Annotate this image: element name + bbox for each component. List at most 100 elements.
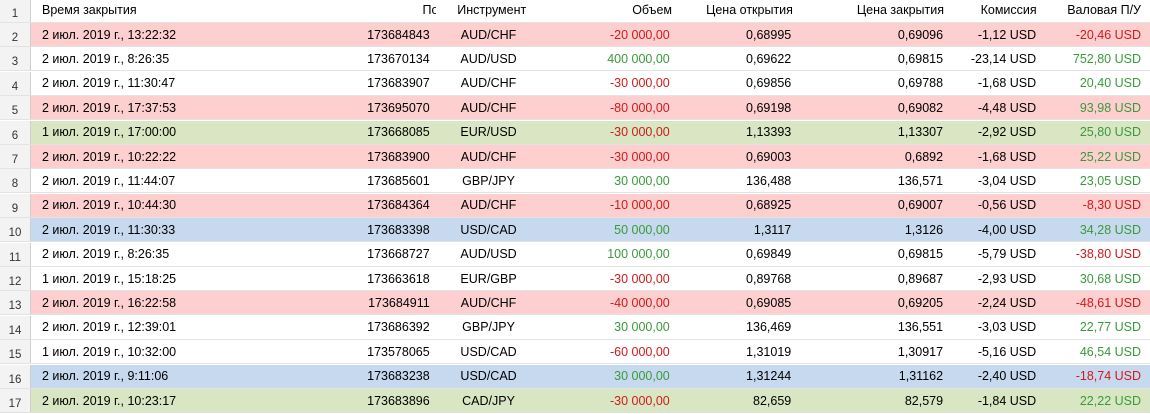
cell-commission[interactable]: -2,40 USD — [977, 369, 1037, 384]
cell-volume[interactable]: 30 000,00 — [614, 320, 670, 335]
row-number[interactable]: 8 — [0, 169, 31, 193]
cell-gross-pl[interactable]: 25,80 USD — [1079, 125, 1142, 140]
cell-volume[interactable]: -30 000,00 — [609, 125, 670, 140]
cell-gross-pl[interactable]: 22,77 USD — [1079, 320, 1142, 335]
cell-position-id[interactable]: 173684843 — [367, 27, 430, 42]
cell-position-id[interactable]: 173663618 — [367, 271, 430, 286]
cell-volume[interactable]: -60 000,00 — [609, 344, 670, 359]
empty-cell[interactable] — [1144, 291, 1150, 314]
cell-volume[interactable]: 100 000,00 — [607, 247, 670, 262]
cell-commission[interactable]: -0,56 USD — [977, 198, 1037, 213]
header-position-id[interactable]: Позиция ID — [422, 3, 437, 17]
cell-open-price[interactable]: 0,69003 — [746, 149, 792, 164]
cell-instrument[interactable]: AUD/CHF — [460, 100, 517, 115]
cell-volume[interactable]: -20 000,00 — [609, 27, 670, 42]
cell-instrument[interactable]: AUD/CHF — [460, 198, 517, 213]
cell-close-time[interactable]: 2 июл. 2019 г., 12:39:01 — [42, 320, 177, 335]
cell-volume[interactable]: -80 000,00 — [609, 100, 670, 115]
row-number[interactable]: 15 — [0, 340, 31, 364]
empty-cell[interactable] — [1144, 145, 1150, 168]
cell-volume[interactable]: -40 000,00 — [609, 295, 670, 310]
cell-close-price[interactable]: 0,69815 — [897, 247, 944, 262]
cell-position-id[interactable]: 173683398 — [367, 222, 430, 237]
cell-close-price[interactable]: 136,571 — [897, 173, 944, 188]
cell-commission[interactable]: -4,48 USD — [977, 100, 1037, 115]
cell-commission[interactable]: -1,68 USD — [977, 149, 1037, 164]
cell-instrument[interactable]: USD/CAD — [460, 344, 517, 359]
cell-volume[interactable]: -30 000,00 — [609, 76, 670, 91]
cell-close-time[interactable]: 2 июл. 2019 г., 17:37:53 — [42, 100, 177, 115]
cell-close-price[interactable]: 136,551 — [897, 320, 944, 335]
cell-close-time[interactable]: 2 июл. 2019 г., 16:22:58 — [42, 295, 177, 310]
cell-gross-pl[interactable]: 30,68 USD — [1079, 271, 1142, 286]
cell-close-time[interactable]: 2 июл. 2019 г., 10:23:17 — [42, 393, 177, 408]
row-number[interactable]: 1 — [0, 0, 31, 22]
cell-position-id[interactable]: 173668727 — [367, 247, 430, 262]
cell-open-price[interactable]: 0,69085 — [746, 295, 792, 310]
cell-volume[interactable]: 400 000,00 — [607, 51, 670, 66]
cell-gross-pl[interactable]: 20,40 USD — [1079, 76, 1142, 91]
cell-position-id[interactable]: 173668085 — [367, 125, 430, 140]
cell-close-time[interactable]: 2 июл. 2019 г., 8:26:35 — [42, 51, 170, 66]
cell-close-time[interactable]: 2 июл. 2019 г., 11:30:47 — [42, 76, 176, 91]
cell-open-price[interactable]: 1,31019 — [746, 344, 792, 359]
cell-volume[interactable]: -30 000,00 — [609, 271, 670, 286]
cell-close-price[interactable]: 1,13307 — [897, 125, 944, 140]
cell-gross-pl[interactable]: -18,74 USD — [1075, 369, 1142, 384]
row-number[interactable]: 7 — [0, 145, 31, 168]
cell-volume[interactable]: -10 000,00 — [609, 198, 670, 213]
cell-close-price[interactable]: 0,6892 — [904, 149, 944, 164]
header-instrument[interactable]: Инструмент — [457, 3, 527, 17]
cell-instrument[interactable]: GBP/JPY — [462, 173, 515, 188]
empty-cell[interactable] — [1144, 194, 1150, 217]
cell-commission[interactable]: -1,68 USD — [977, 76, 1037, 91]
cell-gross-pl[interactable]: 25,22 USD — [1079, 149, 1142, 164]
row-number[interactable]: 17 — [0, 389, 31, 412]
cell-close-price[interactable]: 1,3126 — [904, 222, 944, 237]
cell-instrument[interactable]: USD/CAD — [460, 369, 517, 384]
empty-cell[interactable] — [1144, 316, 1150, 339]
cell-commission[interactable]: -3,04 USD — [977, 173, 1037, 188]
row-number[interactable]: 4 — [0, 71, 31, 95]
row-number[interactable]: 12 — [0, 267, 31, 290]
cell-close-time[interactable]: 1 июл. 2019 г., 10:32:00 — [42, 344, 177, 359]
empty-cell[interactable] — [1144, 365, 1150, 388]
cell-commission[interactable]: -1,12 USD — [977, 27, 1037, 42]
cell-commission[interactable]: -2,24 USD — [977, 295, 1037, 310]
row-number[interactable]: 5 — [0, 96, 31, 120]
cell-commission[interactable]: -1,84 USD — [977, 393, 1037, 408]
empty-cell[interactable] — [1144, 169, 1150, 192]
empty-cell[interactable] — [1144, 0, 1150, 22]
cell-commission[interactable]: -2,93 USD — [977, 271, 1037, 286]
row-number[interactable]: 2 — [0, 23, 31, 46]
cell-close-price[interactable]: 1,30917 — [897, 344, 944, 359]
row-number[interactable]: 3 — [0, 47, 31, 71]
cell-gross-pl[interactable]: 46,54 USD — [1079, 344, 1142, 359]
row-number[interactable]: 16 — [0, 364, 31, 388]
empty-cell[interactable] — [1144, 121, 1150, 144]
cell-commission[interactable]: -4,00 USD — [977, 222, 1037, 237]
row-number[interactable]: 9 — [0, 193, 31, 217]
empty-cell[interactable] — [1144, 218, 1150, 241]
cell-gross-pl[interactable]: 22,22 USD — [1079, 393, 1142, 408]
empty-cell[interactable] — [1144, 340, 1150, 363]
cell-commission[interactable]: -5,79 USD — [977, 247, 1037, 262]
empty-cell[interactable] — [1144, 96, 1150, 119]
cell-close-time[interactable]: 1 июл. 2019 г., 17:00:00 — [42, 125, 177, 140]
cell-open-price[interactable]: 0,69856 — [746, 76, 792, 91]
cell-position-id[interactable]: 173683907 — [367, 76, 430, 91]
cell-open-price[interactable]: 0,68925 — [746, 198, 792, 213]
cell-position-id[interactable]: 173686392 — [367, 320, 430, 335]
cell-open-price[interactable]: 1,31244 — [746, 369, 792, 384]
cell-gross-pl[interactable]: -38,80 USD — [1075, 247, 1142, 262]
cell-open-price[interactable]: 82,659 — [753, 393, 792, 408]
cell-position-id[interactable]: 173683896 — [367, 393, 430, 408]
cell-commission[interactable]: -2,92 USD — [977, 125, 1037, 140]
cell-open-price[interactable]: 0,89768 — [746, 271, 792, 286]
cell-close-price[interactable]: 0,69007 — [897, 198, 944, 213]
cell-commission[interactable]: -3,03 USD — [977, 320, 1037, 335]
cell-commission[interactable]: -23,14 USD — [970, 51, 1037, 66]
row-number[interactable]: 14 — [0, 315, 31, 339]
cell-close-time[interactable]: 1 июл. 2019 г., 15:18:25 — [42, 271, 177, 286]
cell-close-price[interactable]: 0,89687 — [897, 271, 944, 286]
